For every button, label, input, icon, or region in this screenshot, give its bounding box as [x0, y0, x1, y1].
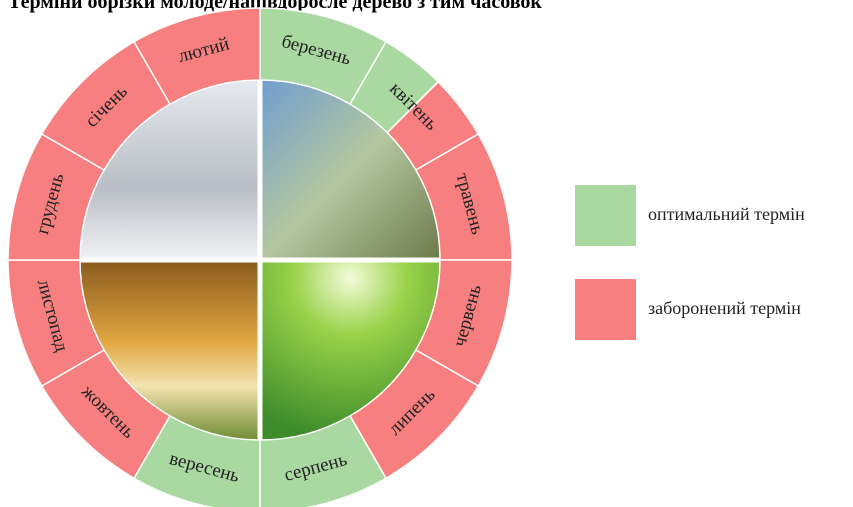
legend-swatch	[575, 279, 636, 340]
legend: оптимальний термін заборонений термін	[575, 185, 805, 340]
legend-swatch	[575, 185, 636, 246]
diagram: Терміни обрізки молоде/напівдоросле дере…	[0, 0, 853, 507]
legend-label: оптимальний термін	[648, 204, 805, 224]
legend-label: заборонений термін	[648, 298, 801, 318]
